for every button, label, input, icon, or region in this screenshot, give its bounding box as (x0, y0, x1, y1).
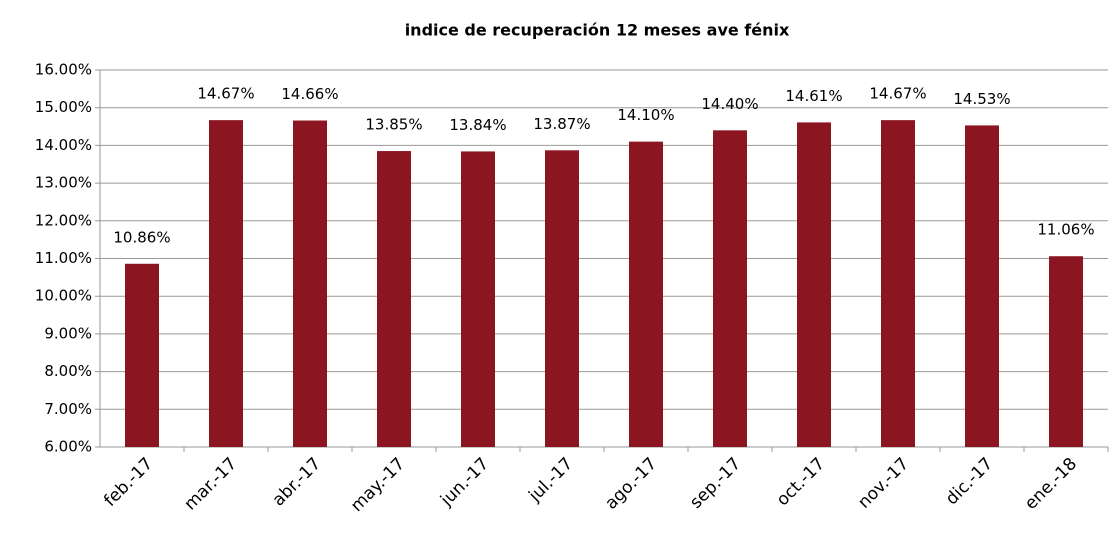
bar (377, 151, 411, 447)
bar (797, 122, 831, 447)
x-tick-label: ago.-17 (601, 454, 661, 514)
y-tick-label: 14.00% (35, 136, 92, 154)
y-tick-label: 9.00% (44, 324, 92, 342)
y-tick-label: 6.00% (44, 438, 92, 456)
bar (461, 151, 495, 447)
bar (881, 120, 915, 448)
y-tick-label: 15.00% (35, 98, 92, 116)
y-tick-label: 12.00% (35, 211, 92, 229)
y-tick-label: 7.00% (44, 400, 92, 418)
value-label: 13.84% (449, 116, 506, 134)
value-label: 14.40% (701, 95, 758, 113)
x-tick-label: nov.-17 (854, 454, 913, 513)
value-label: 13.87% (533, 115, 590, 133)
bar (293, 120, 327, 447)
bar (1049, 256, 1083, 447)
y-tick-label: 10.00% (35, 287, 92, 305)
bar (125, 263, 159, 447)
y-tick-label: 11.00% (35, 249, 92, 267)
bar (965, 125, 999, 447)
bar (545, 150, 579, 447)
value-label: 14.67% (197, 85, 254, 103)
value-label: 14.66% (281, 85, 338, 103)
x-tick-label: feb.-17 (100, 454, 157, 511)
value-label: 13.85% (365, 116, 422, 134)
value-label: 14.10% (617, 106, 674, 124)
value-label: 14.67% (869, 85, 926, 103)
x-tick-label: jun.-17 (436, 454, 493, 511)
x-tick-label: jul.-17 (524, 454, 577, 507)
x-tick-label: dic.-17 (942, 454, 997, 509)
y-tick-label: 8.00% (44, 362, 92, 380)
bar (713, 130, 747, 447)
y-tick-label: 16.00% (35, 61, 92, 79)
x-tick-label: may.-17 (347, 454, 409, 516)
x-tick-label: ene.-18 (1021, 454, 1081, 514)
value-label: 14.61% (785, 87, 842, 105)
bar (209, 120, 243, 448)
x-tick-label: abr.-17 (269, 454, 325, 510)
x-tick-label: sep.-17 (686, 454, 745, 513)
bar (629, 141, 663, 447)
value-label: 10.86% (113, 228, 170, 246)
value-label: 14.53% (953, 90, 1010, 108)
y-tick-label: 13.00% (35, 174, 92, 192)
x-tick-label: oct.-17 (773, 454, 829, 510)
value-label: 11.06% (1037, 221, 1094, 239)
chart-title: indice de recuperación 12 meses ave féni… (405, 21, 790, 40)
x-tick-label: mar.-17 (181, 454, 242, 515)
